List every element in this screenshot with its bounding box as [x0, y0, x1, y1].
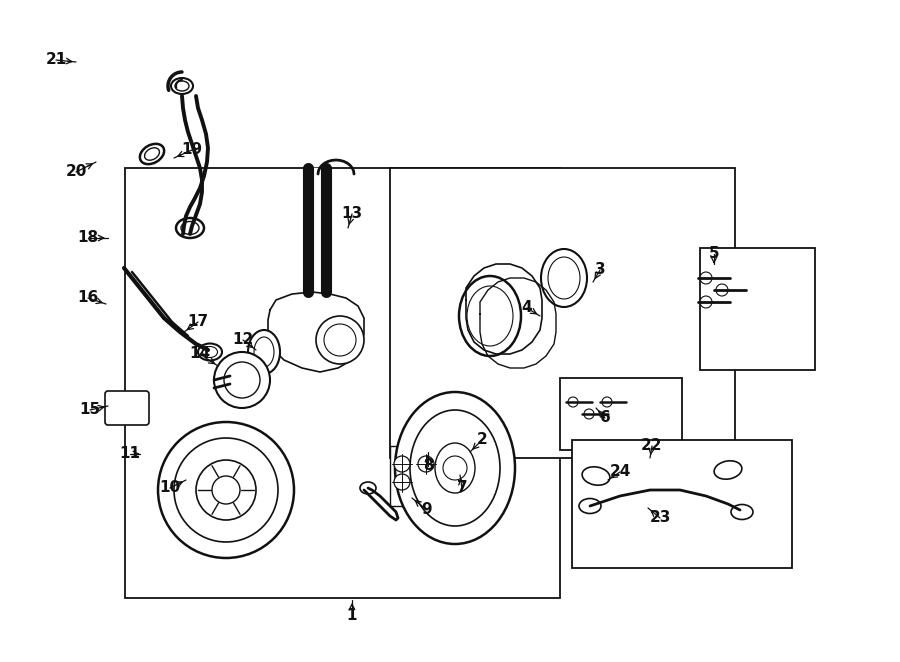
Circle shape: [214, 352, 270, 408]
Text: 14: 14: [189, 346, 211, 361]
Ellipse shape: [541, 249, 587, 307]
Text: 16: 16: [77, 291, 99, 305]
Polygon shape: [308, 168, 326, 292]
Circle shape: [700, 296, 712, 308]
Ellipse shape: [171, 78, 193, 94]
Ellipse shape: [254, 337, 274, 367]
Ellipse shape: [714, 461, 742, 479]
Text: 7: 7: [456, 481, 467, 495]
Circle shape: [394, 474, 410, 490]
Text: 19: 19: [182, 142, 202, 158]
Ellipse shape: [731, 504, 753, 520]
Circle shape: [443, 456, 467, 480]
Text: 13: 13: [341, 207, 363, 222]
Bar: [125, 168, 560, 598]
Ellipse shape: [202, 346, 218, 357]
Circle shape: [700, 272, 712, 284]
Ellipse shape: [248, 330, 280, 374]
Ellipse shape: [175, 81, 189, 91]
Circle shape: [568, 397, 578, 407]
Text: 6: 6: [599, 410, 610, 426]
Circle shape: [716, 284, 728, 296]
Ellipse shape: [145, 148, 159, 160]
Text: 20: 20: [66, 164, 86, 179]
Text: 8: 8: [423, 459, 433, 473]
Bar: [390, 168, 735, 458]
Text: 24: 24: [609, 465, 631, 479]
Ellipse shape: [181, 222, 199, 234]
Text: 15: 15: [79, 402, 101, 418]
Circle shape: [196, 460, 256, 520]
Circle shape: [212, 476, 240, 504]
Text: 23: 23: [649, 510, 670, 526]
Ellipse shape: [410, 410, 500, 526]
Text: 1: 1: [346, 608, 357, 624]
Text: 3: 3: [595, 263, 606, 277]
Ellipse shape: [467, 286, 513, 346]
Text: 9: 9: [422, 502, 432, 518]
Ellipse shape: [360, 482, 376, 494]
Ellipse shape: [459, 276, 521, 356]
Ellipse shape: [198, 344, 222, 361]
Bar: [390, 446, 460, 506]
Ellipse shape: [579, 498, 601, 514]
Ellipse shape: [140, 144, 164, 164]
Circle shape: [174, 438, 278, 542]
Text: 2: 2: [477, 432, 488, 448]
Text: 4: 4: [522, 301, 532, 316]
Ellipse shape: [548, 257, 580, 299]
Ellipse shape: [435, 443, 475, 493]
Polygon shape: [466, 264, 542, 354]
Text: 18: 18: [77, 230, 99, 246]
Circle shape: [324, 324, 356, 356]
Circle shape: [602, 397, 612, 407]
Bar: [560, 378, 682, 450]
Text: 21: 21: [45, 52, 67, 68]
Text: 17: 17: [187, 314, 209, 330]
Circle shape: [584, 409, 594, 419]
Ellipse shape: [395, 392, 515, 544]
Text: 12: 12: [232, 332, 254, 348]
Text: 11: 11: [120, 446, 140, 461]
Bar: [572, 440, 792, 568]
Text: 10: 10: [159, 481, 181, 495]
FancyBboxPatch shape: [105, 391, 149, 425]
Bar: [700, 248, 815, 370]
Circle shape: [158, 422, 294, 558]
Text: 5: 5: [708, 246, 719, 261]
Text: 22: 22: [641, 438, 662, 453]
Circle shape: [316, 316, 364, 364]
Ellipse shape: [176, 218, 204, 238]
Circle shape: [418, 456, 434, 472]
Circle shape: [224, 362, 260, 398]
Polygon shape: [268, 292, 364, 372]
Ellipse shape: [582, 467, 610, 485]
Circle shape: [394, 456, 410, 472]
